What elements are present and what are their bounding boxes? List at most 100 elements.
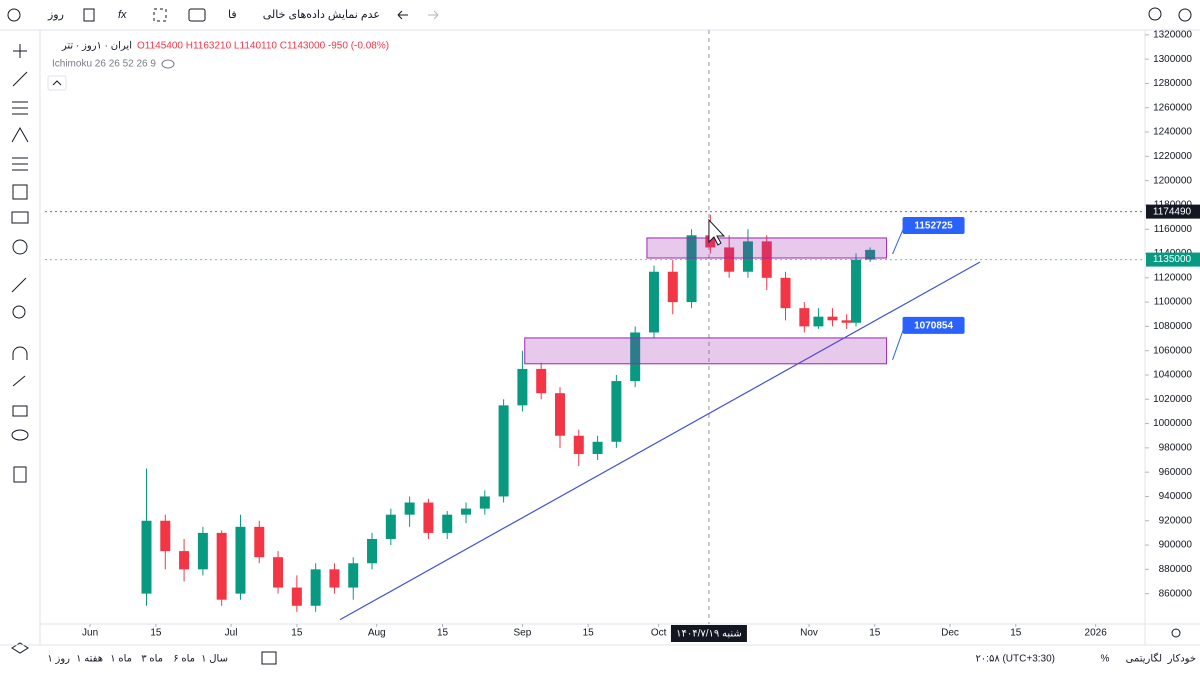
x-tick-label: Jun xyxy=(82,628,98,639)
candle-body xyxy=(742,241,753,272)
y-tick-label: 1100000 xyxy=(1154,297,1193,308)
y-tick-label: 1220000 xyxy=(1153,151,1192,162)
range-button[interactable]: هفته ۱ xyxy=(76,654,103,665)
projection-tool[interactable] xyxy=(12,157,28,171)
redo-icon[interactable] xyxy=(428,10,439,20)
candle-body xyxy=(367,538,378,564)
y-tick-label: 1080000 xyxy=(1153,321,1192,332)
candle-body xyxy=(592,441,603,454)
zoom-tool[interactable] xyxy=(12,305,26,319)
zone xyxy=(646,237,888,259)
range-button[interactable]: سال ۱ xyxy=(201,654,228,665)
range-button[interactable]: روز ۱ xyxy=(47,654,70,665)
candle-body xyxy=(813,316,824,327)
y-tick-label: 1320000 xyxy=(1153,29,1192,40)
search-icon[interactable] xyxy=(1148,7,1162,21)
settings-icon[interactable] xyxy=(1178,8,1192,22)
draw-mode-tool[interactable] xyxy=(12,375,26,387)
candle-body xyxy=(423,502,434,533)
candle-body xyxy=(329,569,340,588)
y-tick-label: 1280000 xyxy=(1153,78,1192,89)
snapshot-icon[interactable] xyxy=(188,8,206,22)
y-tick-label: 1160000 xyxy=(1154,224,1193,235)
text-tool[interactable] xyxy=(11,211,29,224)
y-tick-label: 1000000 xyxy=(1153,418,1192,429)
x-tick-label: Jul xyxy=(225,628,238,639)
y-tick-label: 980000 xyxy=(1159,443,1193,454)
candle-body xyxy=(799,308,810,327)
drawing-tools xyxy=(11,44,29,654)
add-icon[interactable] xyxy=(7,8,21,22)
undo-icon[interactable] xyxy=(397,10,408,20)
candle-body xyxy=(442,514,453,533)
zone xyxy=(524,337,888,365)
axis-settings-icon[interactable] xyxy=(1171,628,1181,638)
emoji-tool[interactable] xyxy=(12,239,28,255)
pattern-tool[interactable] xyxy=(11,126,29,143)
candle-body xyxy=(851,259,862,323)
crosshair-tool[interactable] xyxy=(13,44,27,58)
crosshair-label-bg xyxy=(670,625,747,642)
candle-body xyxy=(865,249,876,260)
ruler-tool[interactable] xyxy=(11,277,27,293)
candle-body xyxy=(554,393,565,436)
indicator-visibility[interactable] xyxy=(161,59,175,69)
y-tick-label: 1300000 xyxy=(1153,54,1192,65)
x-tick-label: 2026 xyxy=(1085,628,1108,639)
crosshair-label: شنبه ۱۴۰۴/۷/۱۹ xyxy=(676,629,742,640)
fib-tool[interactable] xyxy=(12,101,28,115)
price-badge-label: 1174490 xyxy=(1153,206,1192,217)
candle-body xyxy=(291,587,302,606)
trendline xyxy=(339,261,981,621)
ohlc-values: O1145400 H1163210 L1140110 C1143000 -950… xyxy=(137,41,389,52)
log-toggle[interactable]: لگاریتمی xyxy=(1126,653,1162,665)
indicator-legend: Ichimoku 26 26 52 26 9 xyxy=(52,59,156,70)
candle-body xyxy=(348,563,359,588)
auto-toggle[interactable]: خودکار xyxy=(1167,654,1196,665)
candle-body xyxy=(517,368,528,406)
range-button[interactable]: ماه ۱ xyxy=(110,654,132,665)
shape-tool[interactable] xyxy=(12,184,28,200)
candle-body xyxy=(179,551,190,570)
chart-type-icon[interactable] xyxy=(83,8,95,22)
hide-empty-toggle[interactable]: عدم نمایش داده‌های خالی xyxy=(263,9,380,21)
x-tick-label: Oct xyxy=(651,628,667,639)
delete-tool[interactable] xyxy=(13,466,27,483)
price-badge xyxy=(1146,252,1200,267)
language-button[interactable]: فا xyxy=(228,9,237,21)
lock-tool[interactable] xyxy=(12,405,28,417)
x-tick-label: 15 xyxy=(869,628,881,639)
trendline-tool[interactable] xyxy=(12,71,28,87)
candle-body xyxy=(648,271,659,333)
interval-button[interactable]: روز xyxy=(47,9,64,21)
collapse-legend[interactable] xyxy=(47,75,67,91)
x-tick-label: Aug xyxy=(368,628,386,639)
percent-toggle[interactable]: % xyxy=(1101,654,1110,665)
y-tick-label: 920000 xyxy=(1159,515,1193,526)
candle-body xyxy=(841,320,852,323)
y-tick-label: 1240000 xyxy=(1153,127,1192,138)
candle-body xyxy=(630,332,641,382)
x-tick-label: 15 xyxy=(437,628,449,639)
candle-body xyxy=(197,532,208,570)
candle-body xyxy=(724,247,735,272)
magnet-tool[interactable] xyxy=(12,346,28,360)
y-tick-label: 1260000 xyxy=(1153,102,1192,113)
mouse-cursor xyxy=(708,218,726,246)
timezone[interactable]: ۲۰:۵۸ (UTC+3:30) xyxy=(975,654,1055,665)
plot-area xyxy=(45,30,1145,624)
x-tick-label: Dec xyxy=(941,628,959,639)
x-tick-label: 15 xyxy=(583,628,595,639)
candle-body xyxy=(216,532,227,600)
range-button[interactable]: ماه ۶ xyxy=(173,654,195,665)
fullscreen-icon[interactable] xyxy=(153,8,167,22)
zone-label: 1152725 xyxy=(914,221,953,232)
range-buttons: سال ۱ ماه ۶ ماه ۳ ماه ۱ هفته ۱ روز ۱ xyxy=(47,654,228,665)
indicators-icon[interactable]: fx xyxy=(118,9,127,21)
goto-date-icon[interactable] xyxy=(261,651,277,665)
range-button[interactable]: ماه ۳ xyxy=(141,654,163,665)
visibility-tool[interactable] xyxy=(11,429,29,441)
zone-label-bg xyxy=(902,216,965,234)
